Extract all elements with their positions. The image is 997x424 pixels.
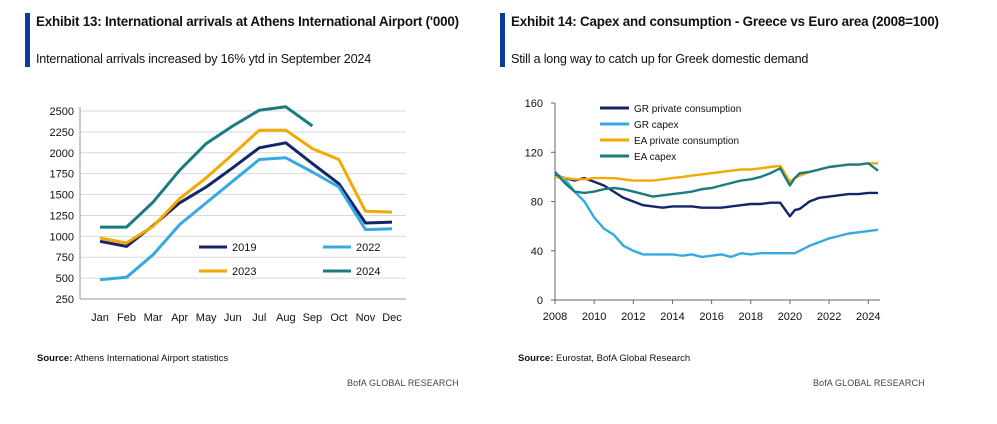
x-tick-label: Jun — [224, 312, 242, 324]
exhibit-14-panel: Exhibit 14: Capex and consumption - Gree… — [500, 0, 997, 424]
exhibit-14-brand: BofA GLOBAL RESEARCH — [813, 378, 925, 388]
series-line — [554, 162, 879, 198]
y-tick-label: 40 — [531, 246, 543, 258]
x-tick-label: 2008 — [543, 311, 567, 323]
exhibit-13-panel: Exhibit 13: International arrivals at At… — [0, 0, 480, 424]
x-tick-label: 2024 — [856, 311, 880, 323]
x-tick-label: Mar — [144, 312, 163, 324]
x-tick-label: Aug — [276, 312, 296, 324]
series-line — [554, 172, 879, 259]
y-tick-label: 2500 — [50, 106, 74, 118]
legend-label: GR private consumption — [634, 104, 741, 115]
exhibit-14-source: Source: Eurostat, BofA Global Research — [518, 353, 690, 364]
legend-label: 2024 — [356, 266, 380, 278]
x-tick-label: Nov — [356, 312, 376, 324]
exhibit-13-chart: 250 500 750 1000 1250 1500 1750 2000 2250 2500 Jan… — [50, 105, 406, 324]
x-tick-label: Jul — [252, 312, 266, 324]
x-tick-label: 2014 — [660, 311, 684, 323]
legend-label: 2022 — [356, 242, 380, 254]
series-line-2024 — [100, 105, 314, 229]
x-tick-label: 2016 — [699, 311, 723, 323]
source-text: Athens International Airport statistics — [74, 353, 229, 364]
series-line-2022 — [99, 156, 393, 282]
title-accent-bar — [25, 13, 30, 67]
x-tick-label: 2020 — [778, 311, 802, 323]
exhibit-13-brand: BofA GLOBAL RESEARCH — [347, 378, 459, 388]
series-line-2023 — [99, 128, 393, 245]
series-line — [554, 174, 878, 218]
x-tick-label: Feb — [117, 312, 136, 324]
y-tick-label: 1750 — [50, 169, 74, 181]
x-tick-label: Jan — [91, 312, 109, 324]
exhibit-13-source: Source: Athens International Airport sta… — [37, 353, 228, 364]
y-tick-label: 160 — [525, 98, 543, 110]
y-tick-label: 2000 — [50, 148, 74, 160]
y-tick-label: 80 — [531, 197, 543, 209]
legend-label: EA private consumption — [634, 136, 739, 147]
x-tick-label: 2022 — [817, 311, 841, 323]
title-accent-bar — [500, 13, 505, 67]
x-tick-label: Oct — [330, 312, 347, 324]
y-tick-label: 1500 — [50, 190, 74, 202]
source-text: Eurostat, BofA Global Research — [556, 353, 691, 364]
legend-label: 2019 — [232, 242, 256, 254]
source-label: Source: — [518, 353, 554, 364]
y-tick-label: 250 — [56, 294, 74, 306]
legend-label: 2023 — [232, 266, 256, 278]
y-tick-label: 0 — [537, 295, 543, 307]
exhibit-13-title: Exhibit 13: International arrivals at At… — [36, 14, 459, 29]
y-tick-label: 500 — [56, 273, 74, 285]
x-tick-label: Apr — [171, 312, 188, 324]
x-tick-label: Sep — [303, 312, 323, 324]
y-tick-label: 1000 — [50, 231, 74, 243]
y-tick-label: 120 — [525, 147, 543, 159]
y-tick-label: 750 — [56, 252, 74, 264]
legend-label: GR capex — [634, 120, 678, 131]
y-tick-label: 1250 — [50, 210, 74, 222]
x-tick-label: May — [196, 312, 217, 324]
exhibit-14-chart: 0 40 80 120 160 2008 2010 2012 2014 2016 2018 2020 2… — [525, 98, 881, 323]
x-tick-label: 2010 — [582, 311, 606, 323]
exhibit-14-subtitle: Still a long way to catch up for Greek d… — [511, 52, 809, 66]
source-label: Source: — [37, 353, 73, 364]
exhibit-13-subtitle: International arrivals increased by 16% … — [36, 52, 372, 66]
legend-label: EA capex — [634, 152, 676, 163]
y-tick-label: 2250 — [50, 127, 74, 139]
x-tick-label: Dec — [382, 312, 402, 324]
exhibit-14-title: Exhibit 14: Capex and consumption - Gree… — [511, 14, 939, 29]
x-tick-label: 2018 — [739, 311, 763, 323]
x-tick-label: 2012 — [621, 311, 645, 323]
